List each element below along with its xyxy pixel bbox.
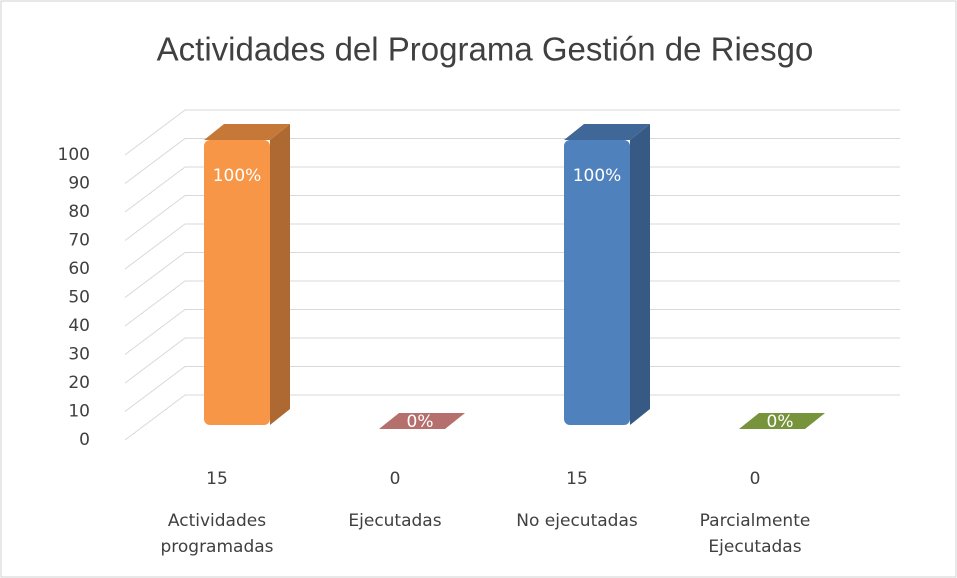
x-tick-label: No ejecutadas [516, 511, 638, 531]
y-tick-label: 90 [68, 174, 90, 194]
y-tick-label: 0 [79, 430, 90, 450]
y-tick-label: 30 [68, 345, 90, 365]
grid-line [124, 109, 900, 156]
bar [204, 140, 270, 425]
y-tick-label: 10 [68, 402, 90, 422]
count-label: 15 [206, 469, 228, 489]
y-tick-label: 70 [68, 231, 90, 251]
y-tick-label: 20 [68, 373, 90, 393]
x-tick-label: Ejecutadas [348, 511, 442, 531]
x-tick-label: Actividades programadas [160, 511, 274, 557]
grid-line [124, 394, 900, 441]
grid-line [124, 337, 900, 384]
value-label: 0% [407, 412, 434, 432]
count-label: 0 [750, 469, 761, 489]
count-label: 0 [390, 469, 401, 489]
count-label: 15 [566, 469, 588, 489]
x-tick-label: Parcialmente Ejecutadas [699, 511, 811, 557]
grid-line [124, 223, 900, 270]
bar-top [564, 124, 650, 140]
value-label: 100% [573, 166, 622, 186]
chart-title: Actividades del Programa Gestión de Ries… [157, 31, 814, 68]
grid-line [124, 195, 900, 241]
bar-flat [739, 413, 825, 429]
bar-side [270, 124, 290, 425]
grid-line [124, 252, 900, 298]
y-tick-label: 100 [58, 145, 90, 165]
bar-side [630, 124, 650, 425]
grid-line [124, 138, 900, 184]
bar [564, 140, 630, 425]
y-tick-label: 80 [68, 202, 90, 222]
y-tick-label: 50 [68, 288, 90, 308]
grid-line [124, 309, 900, 355]
value-label: 0% [767, 412, 794, 432]
grid-line [124, 280, 900, 327]
grid-line [124, 166, 900, 213]
grid-line [124, 366, 900, 412]
value-label: 100% [213, 166, 262, 186]
bar-flat [379, 413, 465, 429]
bar-top [204, 124, 290, 140]
y-tick-label: 60 [68, 259, 90, 279]
y-tick-label: 40 [68, 316, 90, 336]
